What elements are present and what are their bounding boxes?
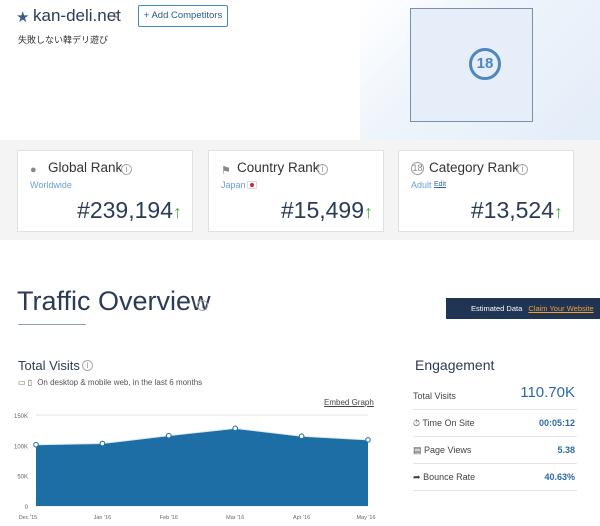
x-tick-label: Jan '16 bbox=[94, 515, 112, 521]
time-on-site-value: 00:05:12 bbox=[538, 418, 575, 428]
japan-flag-icon bbox=[247, 181, 257, 189]
data-point[interactable] bbox=[232, 425, 238, 432]
y-tick-label: 100K bbox=[14, 444, 28, 450]
add-competitors-button[interactable]: + Add Competitors bbox=[138, 5, 228, 27]
info-icon[interactable]: i bbox=[121, 164, 132, 175]
estimated-data-label: Estimated Data bbox=[471, 304, 523, 313]
y-tick-label: 50K bbox=[17, 475, 28, 481]
country-rank-title: Country Rank bbox=[237, 160, 320, 175]
global-rank-value: #239,194 bbox=[77, 197, 173, 223]
x-tick-label: May '16 bbox=[356, 515, 375, 521]
visits-line bbox=[35, 427, 369, 446]
engagement-row-page-views: ▤ Page Views 5.38 bbox=[413, 437, 577, 464]
bounce-arrow-icon: ➦ bbox=[413, 472, 421, 482]
rank-up-arrow-icon: ↑ bbox=[364, 202, 373, 222]
total-visits-title: Total Visits bbox=[18, 358, 80, 373]
category-rank-value: #13,524 bbox=[470, 197, 554, 223]
data-point[interactable] bbox=[99, 440, 106, 447]
visits-area bbox=[36, 428, 368, 506]
engagement-row-time-on-site: ⏱ Time On Site 00:05:12 bbox=[413, 410, 577, 437]
category-rank-location: Adult bbox=[411, 180, 432, 190]
country-rank-location: Japan bbox=[221, 180, 246, 190]
engagement-title: Engagement bbox=[415, 357, 495, 373]
time-on-site-label: Time On Site bbox=[422, 418, 475, 428]
title-underline bbox=[18, 324, 86, 325]
x-tick-label: Apr '16 bbox=[293, 515, 310, 521]
x-tick-label: Dec '15 bbox=[19, 515, 37, 521]
data-point[interactable] bbox=[166, 432, 172, 439]
estimated-data-banner: Estimated Data Claim Your Website bbox=[446, 298, 600, 319]
total-visits-label: Total Visits bbox=[413, 391, 456, 401]
site-name: kan-deli.net bbox=[33, 6, 121, 25]
x-tick-label: Feb '16 bbox=[160, 515, 178, 521]
page-views-icon: ▤ bbox=[413, 445, 422, 455]
clock-icon: ⏱ bbox=[413, 418, 421, 428]
site-subtitle: 失敗しない韓デリ遊び bbox=[18, 35, 109, 45]
rank-up-arrow-icon: ↑ bbox=[554, 202, 563, 222]
device-note-text: On desktop & mobile web, in the last 6 m… bbox=[37, 378, 203, 387]
x-tick-label: Mar '16 bbox=[226, 515, 244, 521]
total-visits-value: 110.70K bbox=[520, 384, 575, 401]
engagement-row-total-visits: Total Visits 110.70K bbox=[413, 383, 577, 410]
global-rank-location: Worldwide bbox=[30, 180, 72, 190]
data-point[interactable] bbox=[33, 441, 39, 448]
category-rank-card: 18 Category Rank i Adult Edit #13,524↑ bbox=[398, 150, 574, 232]
site-thumbnail[interactable] bbox=[410, 8, 533, 122]
y-tick-label: 0 bbox=[25, 505, 29, 511]
country-rank-card: ⚑ Country Rank i Japan #15,499↑ bbox=[208, 150, 384, 232]
bounce-rate-label: Bounce Rate bbox=[423, 472, 476, 482]
mobile-icon: ▯ bbox=[27, 378, 32, 387]
age-restriction-icon: 18 bbox=[469, 48, 501, 80]
page-views-value: 5.38 bbox=[557, 445, 575, 455]
edit-category-link[interactable]: Edit bbox=[434, 181, 447, 188]
external-link-icon[interactable]: ⧉ bbox=[113, 10, 120, 20]
total-visits-chart: 150K 100K 50K 0 Dec '15 Jan '16 Feb '16 Mar '1… bbox=[14, 414, 376, 521]
rank-up-arrow-icon: ↑ bbox=[173, 202, 182, 222]
desktop-icon: ▭ bbox=[18, 378, 26, 387]
bounce-rate-value: 40.63% bbox=[544, 472, 575, 482]
info-icon[interactable]: i bbox=[82, 360, 93, 371]
data-point[interactable] bbox=[298, 433, 305, 440]
page-views-label: Page Views bbox=[424, 445, 472, 455]
data-point[interactable] bbox=[365, 437, 371, 443]
flag-icon: ⚑ bbox=[221, 165, 231, 177]
device-note: ▭ ▯ On desktop & mobile web, in the last … bbox=[18, 378, 202, 387]
globe-icon: ● bbox=[30, 164, 37, 176]
info-icon[interactable]: i bbox=[197, 300, 208, 311]
embed-graph-link[interactable]: Embed Graph bbox=[324, 398, 374, 407]
country-rank-value: #15,499 bbox=[280, 197, 364, 223]
traffic-overview-title: Traffic Overview bbox=[17, 286, 211, 316]
global-rank-title: Global Rank bbox=[48, 160, 123, 175]
info-icon[interactable]: i bbox=[317, 164, 328, 175]
category-rank-title: Category Rank bbox=[429, 160, 520, 175]
claim-website-link[interactable]: Claim Your Website bbox=[528, 304, 594, 313]
info-icon[interactable]: i bbox=[517, 164, 528, 175]
engagement-row-bounce-rate: ➦ Bounce Rate 40.63% bbox=[413, 464, 577, 491]
y-tick-label: 150K bbox=[14, 414, 28, 420]
category-icon: 18 bbox=[411, 162, 424, 175]
star-icon[interactable]: ★ bbox=[16, 9, 30, 26]
global-rank-card: ● Global Rank i Worldwide #239,194↑ bbox=[17, 150, 193, 232]
